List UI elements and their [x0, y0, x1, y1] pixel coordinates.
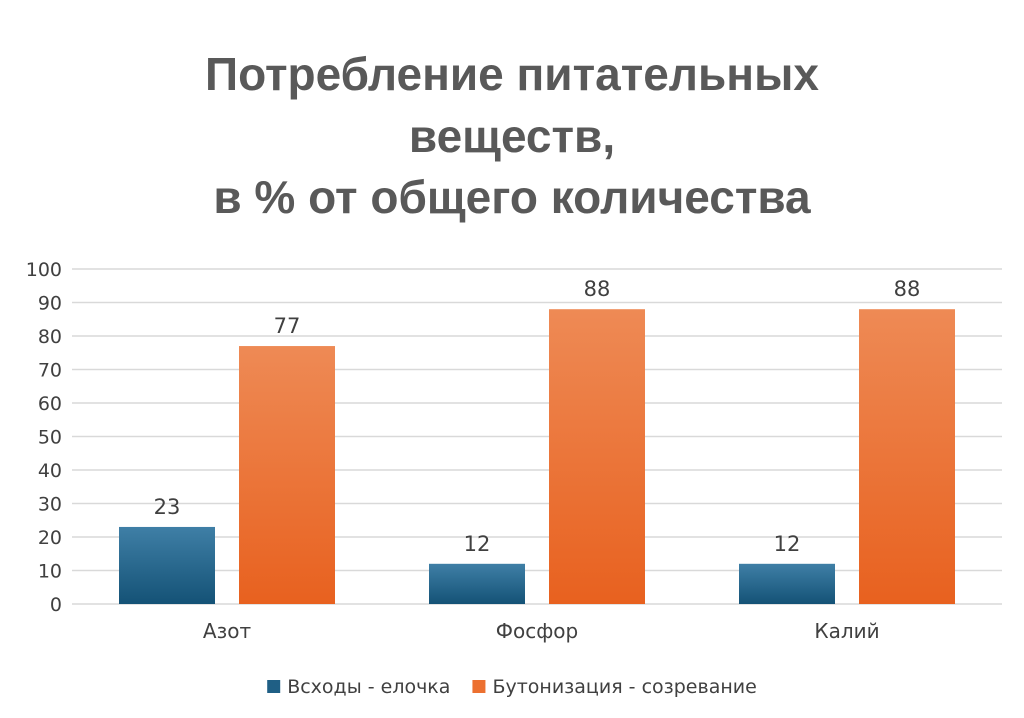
y-tick-label: 0	[50, 594, 62, 616]
legend-swatch	[267, 680, 281, 693]
bar	[549, 309, 645, 604]
y-tick-label: 100	[26, 259, 62, 281]
bar	[119, 526, 215, 604]
y-tick-label: 10	[38, 561, 62, 583]
chart-title-line-1: Потребление питательных	[205, 48, 819, 100]
y-tick-label: 70	[38, 360, 62, 382]
data-label: 88	[894, 277, 921, 301]
y-tick-label: 20	[38, 527, 62, 549]
legend-item: Бутонизация - созревание	[472, 676, 757, 698]
data-label: 88	[584, 277, 611, 301]
legend-item: Всходы - елочка	[267, 676, 450, 698]
legend-swatch	[472, 680, 486, 693]
y-tick-label: 80	[38, 326, 62, 348]
x-axis-categories: Азот Фосфор Калий	[203, 619, 880, 643]
data-label: 23	[154, 495, 181, 519]
gridlines	[72, 268, 1002, 605]
legend-label: Бутонизация - созревание	[492, 676, 756, 698]
x-category-label: Азот	[203, 619, 252, 643]
data-label: 77	[274, 314, 301, 338]
data-label: 12	[464, 532, 491, 556]
legend-label: Всходы - елочка	[287, 676, 450, 698]
bar	[429, 563, 525, 604]
bars	[119, 309, 955, 604]
y-tick-label: 30	[38, 494, 62, 516]
chart-title: Потребление питательных веществ, в % от …	[205, 48, 819, 223]
bar	[859, 309, 955, 604]
chart-title-line-2: веществ,	[409, 110, 615, 162]
y-tick-label: 90	[38, 293, 62, 315]
chart-title-line-3: в % от общего количества	[213, 171, 811, 223]
y-tick-label: 50	[38, 427, 62, 449]
y-tick-label: 40	[38, 460, 62, 482]
legend: Всходы - елочка Бутонизация - созревание	[267, 676, 757, 698]
x-category-label: Фосфор	[496, 619, 578, 643]
data-label: 12	[774, 532, 801, 556]
bar	[739, 563, 835, 604]
bar	[239, 346, 335, 604]
data-labels: 23 77 12 88 12 88	[154, 277, 921, 556]
x-category-label: Калий	[814, 619, 879, 643]
y-axis-ticks: 0 10 20 30 40 50 60 70 80 90 100	[26, 259, 62, 616]
y-tick-label: 60	[38, 393, 62, 415]
